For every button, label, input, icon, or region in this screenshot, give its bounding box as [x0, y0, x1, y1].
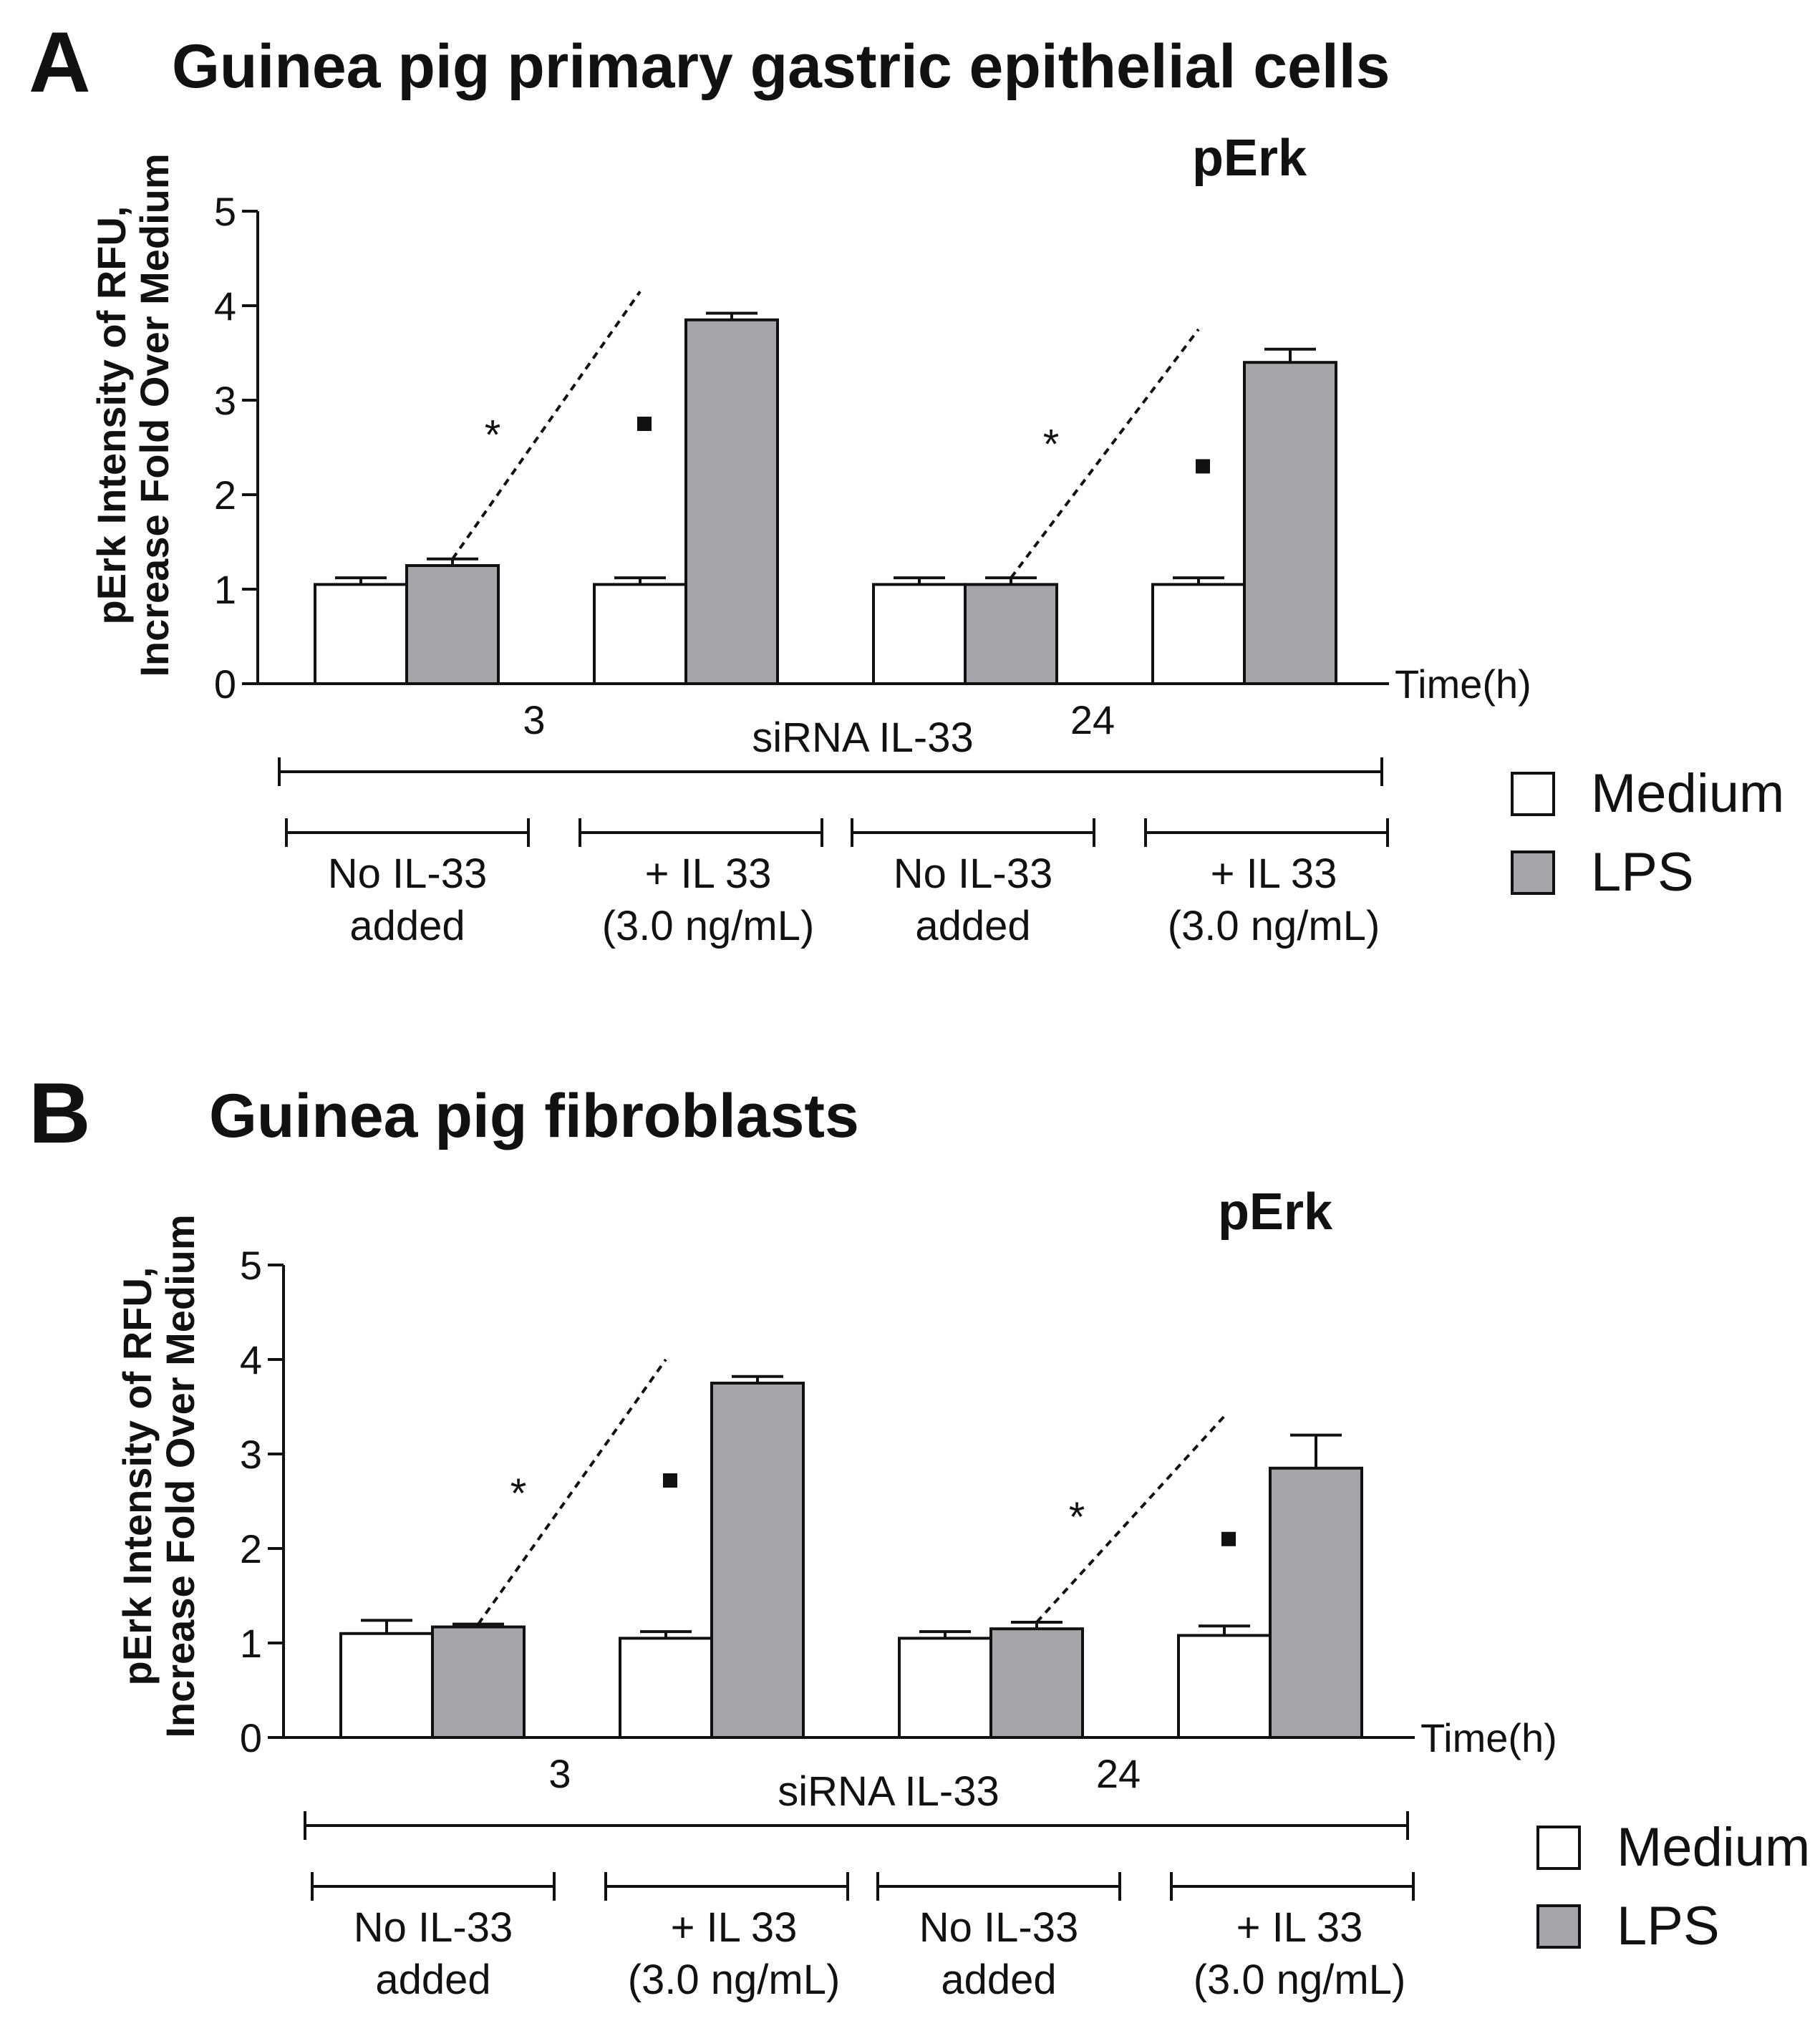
panel-a: A Guinea pig primary gastric epithelial … — [29, 14, 1784, 949]
bar-medium — [619, 1637, 713, 1739]
legend-swatch-medium — [1511, 772, 1555, 816]
bar-medium — [593, 583, 687, 686]
bar-lps — [684, 318, 779, 685]
significance-square-marker — [663, 1473, 677, 1488]
legend-label: Medium — [1617, 1817, 1810, 1878]
bar-lps — [1243, 361, 1337, 685]
significance-square-marker — [637, 417, 652, 431]
bar-lps — [431, 1625, 526, 1740]
significance-line — [477, 1358, 667, 1625]
bar-medium — [872, 583, 967, 686]
bar-medium — [1151, 583, 1246, 686]
condition-label: added — [915, 903, 1030, 949]
y-axis-label: Increase Fold Over Medium — [132, 153, 177, 677]
y-tick-label: 4 — [214, 283, 236, 329]
condition-label: + IL 33 — [645, 850, 772, 897]
y-tick-label: 2 — [214, 472, 236, 518]
condition-label: No IL-33 — [894, 850, 1052, 897]
y-tick-label: 5 — [214, 189, 236, 234]
significance-line — [1010, 328, 1200, 579]
sirna-group-label: siRNA IL-33 — [752, 714, 973, 761]
condition-label: No IL-33 — [328, 850, 487, 897]
bar-lps — [964, 583, 1058, 686]
y-axis-label: pErk Intensity of RFU, — [115, 1267, 160, 1686]
bar-lps — [710, 1382, 805, 1739]
bar-medium — [1177, 1634, 1272, 1739]
bar-medium — [339, 1632, 434, 1740]
chart-title: pErk — [1192, 130, 1307, 187]
x-axis-label: Time(h) — [1395, 661, 1531, 707]
significance-line — [451, 291, 642, 560]
y-tick-label: 4 — [240, 1337, 262, 1382]
bar-medium — [314, 583, 408, 686]
bar-medium — [898, 1637, 992, 1739]
condition-label: added — [941, 1957, 1056, 2003]
legend-swatch-medium — [1536, 1826, 1581, 1870]
y-tick-label: 2 — [240, 1526, 262, 1571]
panel-title: Guinea pig fibroblasts — [209, 1082, 859, 1150]
chart-title: pErk — [1218, 1183, 1333, 1241]
panel-b: B Guinea pig fibroblasts pErk pErk Intens… — [29, 1065, 1810, 2003]
time-tick-label: 24 — [1070, 697, 1115, 742]
legend-label: Medium — [1591, 763, 1784, 824]
legend-label: LPS — [1617, 1896, 1720, 1957]
bar-chart: pErk pErk Intensity of RFU,Increase Fold … — [89, 130, 1784, 949]
significance-square-marker — [1196, 459, 1210, 474]
significance-star: * — [1069, 1494, 1085, 1541]
panel-letter: A — [29, 14, 91, 110]
y-tick-label: 0 — [214, 661, 236, 707]
legend-label: LPS — [1591, 842, 1694, 903]
panel-letter: B — [29, 1065, 91, 1161]
time-tick-label: 3 — [523, 697, 545, 742]
legend-swatch-lps — [1511, 850, 1555, 895]
legend-swatch-lps — [1536, 1904, 1581, 1949]
y-tick-label: 5 — [240, 1243, 262, 1288]
y-axis-label: Increase Fold Over Medium — [158, 1214, 203, 1737]
bar-lps — [405, 564, 500, 685]
y-tick-label: 3 — [240, 1432, 262, 1477]
condition-label: No IL-33 — [354, 1904, 513, 1951]
bar-lps — [989, 1627, 1084, 1739]
significance-line — [1035, 1415, 1226, 1624]
condition-label: + IL 33 — [671, 1904, 798, 1951]
bar-lps — [1269, 1466, 1363, 1740]
y-tick-label: 1 — [214, 567, 236, 612]
y-axis-label: pErk Intensity of RFU, — [89, 206, 134, 625]
x-axis-label: Time(h) — [1420, 1715, 1557, 1760]
significance-star: * — [485, 412, 501, 458]
time-tick-label: 24 — [1096, 1751, 1141, 1796]
sirna-group-label: siRNA IL-33 — [778, 1768, 999, 1815]
condition-label: (3.0 ng/mL) — [1168, 903, 1380, 949]
y-tick-label: 3 — [214, 378, 236, 423]
condition-label: + IL 33 — [1236, 1904, 1363, 1951]
y-tick-label: 1 — [240, 1621, 262, 1666]
condition-label: + IL 33 — [1211, 850, 1337, 897]
significance-star: * — [510, 1470, 527, 1517]
significance-star: * — [1043, 422, 1060, 468]
panel-title: Guinea pig primary gastric epithelial ce… — [172, 32, 1390, 101]
condition-label: added — [375, 1957, 490, 2003]
significance-square-marker — [1221, 1531, 1236, 1546]
time-tick-label: 3 — [548, 1751, 571, 1796]
condition-label: (3.0 ng/mL) — [1194, 1957, 1406, 2003]
condition-label: No IL-33 — [919, 1904, 1078, 1951]
condition-label: (3.0 ng/mL) — [602, 903, 815, 949]
condition-label: added — [349, 903, 465, 949]
condition-label: (3.0 ng/mL) — [628, 1957, 841, 2003]
y-tick-label: 0 — [240, 1715, 262, 1760]
bar-chart: pErk pErk Intensity of RFU,Increase Fold … — [115, 1183, 1810, 2003]
